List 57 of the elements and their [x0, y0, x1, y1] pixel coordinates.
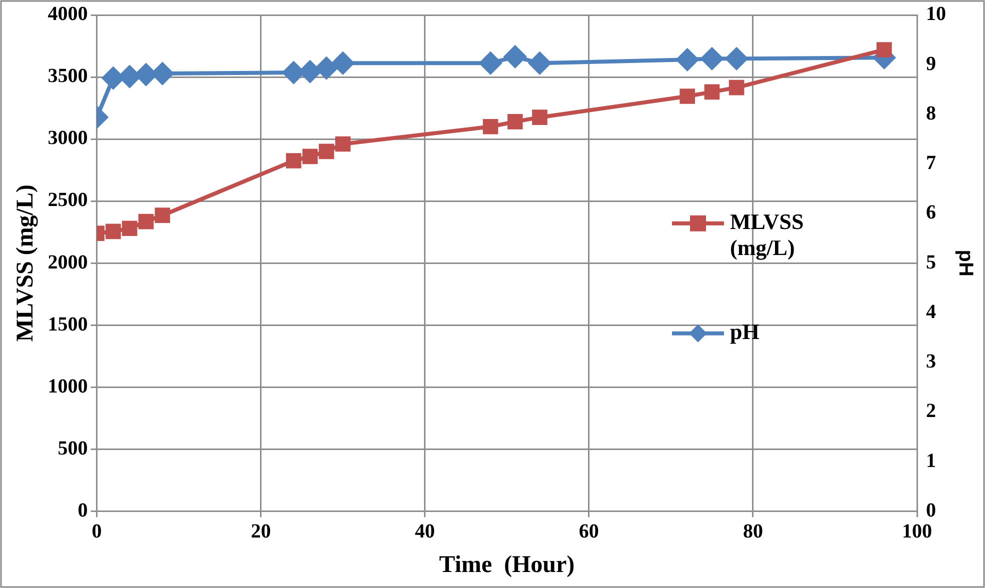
point: [728, 80, 744, 96]
y2-tick-label: 6: [926, 202, 936, 224]
y-axis-title: MLVSS (mg/L): [12, 184, 39, 342]
point: [704, 84, 720, 100]
y-tick-label: 4000: [48, 3, 88, 26]
y2-tick-label: 4: [926, 300, 936, 323]
point: [532, 110, 548, 125]
y2-tick-label: 5: [926, 251, 936, 274]
y2-tick-label: 1: [926, 450, 936, 472]
point: [106, 224, 121, 240]
point: [154, 208, 170, 223]
legend-label: MLVSS (mg/L): [730, 209, 804, 260]
point: [482, 118, 498, 134]
point: [876, 42, 892, 58]
point: [318, 144, 334, 160]
y-tick-label: 1500: [48, 313, 88, 336]
y-tick-label: 3500: [48, 65, 88, 88]
point: [479, 52, 502, 74]
y2-tick-label: 8: [926, 102, 936, 124]
y-tick-label: 500: [58, 437, 88, 460]
point: [286, 153, 302, 168]
point: [680, 88, 695, 104]
x-tick-label: 80: [742, 520, 763, 542]
y2-tick-label: 2: [926, 400, 936, 422]
point: [332, 52, 354, 74]
point: [504, 46, 526, 68]
x-tick-label: 60: [578, 520, 599, 542]
point: [102, 67, 124, 90]
y2-tick-label: 10: [926, 3, 946, 26]
point: [700, 48, 723, 70]
point: [335, 136, 351, 152]
x-tick-label: 20: [250, 520, 271, 542]
x-tick-label: 100: [902, 520, 932, 542]
point: [138, 214, 154, 230]
y2-tick-label: 3: [926, 350, 936, 373]
point: [299, 60, 322, 83]
point: [676, 48, 698, 71]
y-tick-label: 1000: [48, 375, 88, 398]
y2-tick-label: 0: [926, 499, 936, 522]
point: [528, 52, 551, 74]
x-tick-label: 0: [92, 520, 102, 542]
point: [122, 220, 138, 236]
legend-label: pH: [730, 319, 760, 344]
x-axis-title: Time (Hour): [439, 552, 575, 578]
y2-axis-title: pH: [954, 250, 976, 276]
y-tick-label: 2500: [48, 189, 88, 212]
point: [726, 48, 748, 70]
y-tick-label: 3000: [48, 127, 88, 150]
y2-tick-label: 9: [926, 52, 936, 75]
point: [302, 148, 318, 164]
x-tick-label: 40: [414, 520, 435, 542]
point: [118, 66, 141, 88]
y2-tick-label: 7: [926, 152, 936, 174]
point: [315, 57, 338, 80]
point: [507, 114, 523, 130]
y-tick-label: 2000: [48, 251, 88, 274]
y-tick-label: 0: [78, 499, 88, 522]
